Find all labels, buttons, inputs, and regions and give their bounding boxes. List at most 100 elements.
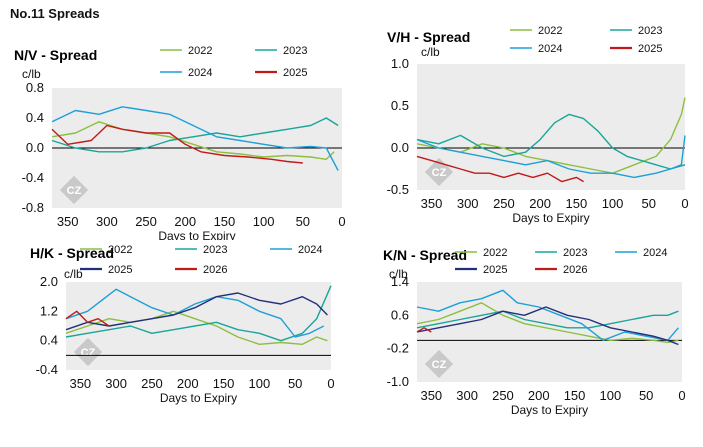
x-tick-label: 300 xyxy=(457,196,479,211)
x-tick-label: 250 xyxy=(493,196,515,211)
series-line-2022 xyxy=(65,310,328,346)
y-tick-label: 0.4 xyxy=(40,333,58,348)
x-axis-label: Days to Expiry xyxy=(511,403,588,417)
series-line-2023 xyxy=(416,113,686,170)
x-tick-label: 50 xyxy=(639,388,653,403)
x-tick-label: 150 xyxy=(565,196,587,211)
y-tick-label: 0.0 xyxy=(391,140,409,155)
chart-title: K/N - Spread xyxy=(383,247,467,263)
legend-label: 2025 xyxy=(283,67,307,79)
x-tick-label: 0 xyxy=(338,214,345,229)
legend-label: 2022 xyxy=(483,247,507,259)
x-tick-label: 50 xyxy=(288,376,302,391)
x-tick-label: 350 xyxy=(69,376,91,391)
legend-label: 2023 xyxy=(563,247,587,259)
legend: 2022 2023 2024 2025 xyxy=(510,25,662,55)
x-axis-label: Days to Expiry xyxy=(158,229,235,240)
chart-nv: CZ 0.8 0.4 0.0 -0.4 -0.8 350 300 250 200 150 100 50 0… xyxy=(14,45,346,240)
series-line-2025 xyxy=(416,155,584,183)
y-tick-label: 1.4 xyxy=(391,274,409,289)
chart-hk: CZ 2.0 1.2 0.4 -0.4 350 300 250 200 150 100 50 0 Days… xyxy=(30,244,335,405)
legend-label: 2022 xyxy=(188,45,212,57)
legend: 2022 2023 2024 2025 2026 xyxy=(80,244,322,276)
y-tick-label: 0.5 xyxy=(391,98,409,113)
x-tick-label: 350 xyxy=(57,214,79,229)
legend-label: 2022 xyxy=(108,244,132,256)
legend-label: 2024 xyxy=(188,67,212,79)
logo-text: CZ xyxy=(81,347,96,359)
x-tick-label: 0 xyxy=(327,376,334,391)
legend-label: 2025 xyxy=(483,264,507,276)
legend-label: 2024 xyxy=(298,244,322,256)
series-line-2023 xyxy=(51,117,339,153)
legend-label: 2025 xyxy=(638,43,662,55)
legend-label: 2023 xyxy=(283,45,307,57)
x-tick-label: 150 xyxy=(213,376,235,391)
x-tick-label: 50 xyxy=(296,214,310,229)
y-tick-label: -0.8 xyxy=(22,200,44,215)
y-tick-label: -1.0 xyxy=(387,374,409,389)
legend-label: 2023 xyxy=(203,244,227,256)
y-tick-label: -0.2 xyxy=(387,341,409,356)
unit-label: c/lb xyxy=(64,267,83,281)
series-line-2024 xyxy=(65,288,325,338)
y-tick-label: 0.0 xyxy=(26,140,44,155)
legend-label: 2026 xyxy=(563,264,587,276)
series-line-2026 xyxy=(416,327,432,333)
y-tick-label: 0.4 xyxy=(26,110,44,125)
y-tick-label: -0.5 xyxy=(387,182,409,197)
logo-text: CZ xyxy=(432,167,447,179)
legend-label: 2024 xyxy=(643,247,667,259)
legend-label: 2023 xyxy=(638,25,662,37)
series-line-2022 xyxy=(416,97,686,174)
x-tick-label: 0 xyxy=(681,196,688,211)
series-line-2025 xyxy=(51,124,303,164)
y-tick-label: 1.2 xyxy=(40,303,58,318)
unit-label: c/lb xyxy=(22,67,41,81)
x-tick-label: 200 xyxy=(529,196,551,211)
x-tick-label: 250 xyxy=(141,376,163,391)
x-axis-label: Days to Expiry xyxy=(160,391,237,405)
y-tick-label: 0.8 xyxy=(26,80,44,95)
legend-label: 2024 xyxy=(538,43,562,55)
chart-title: N/V - Spread xyxy=(14,47,97,63)
series-line-2023 xyxy=(65,285,332,342)
series-line-2024 xyxy=(416,135,686,179)
series-line-2022 xyxy=(51,121,335,161)
x-tick-label: 100 xyxy=(249,376,271,391)
x-tick-label: 200 xyxy=(174,214,196,229)
x-tick-label: 150 xyxy=(564,388,586,403)
logo-text: CZ xyxy=(67,185,82,197)
series-line-2022 xyxy=(416,302,679,344)
x-tick-label: 350 xyxy=(420,388,442,403)
x-tick-label: 150 xyxy=(214,214,236,229)
y-tick-label: 0.6 xyxy=(391,307,409,322)
x-tick-label: 100 xyxy=(253,214,275,229)
legend-label: 2022 xyxy=(538,25,562,37)
x-tick-label: 200 xyxy=(528,388,550,403)
x-axis-label: Days to Expiry xyxy=(512,211,589,225)
y-tick-label: -0.4 xyxy=(22,170,44,185)
series-line-2023 xyxy=(416,310,679,329)
page-title: No.11 Spreads xyxy=(10,6,100,21)
x-tick-label: 50 xyxy=(642,196,656,211)
plot-area xyxy=(417,282,682,382)
series-line-2025 xyxy=(65,292,328,331)
legend-label: 2025 xyxy=(108,264,132,276)
x-tick-label: 250 xyxy=(492,388,514,403)
unit-label: c/lb xyxy=(389,267,408,281)
series-line-2024 xyxy=(416,289,679,342)
logo-text: CZ xyxy=(432,359,447,371)
x-tick-label: 300 xyxy=(456,388,478,403)
x-tick-label: 0 xyxy=(678,388,685,403)
series-line-2025 xyxy=(416,306,679,346)
x-tick-label: 350 xyxy=(421,196,443,211)
x-tick-label: 200 xyxy=(177,376,199,391)
legend: 2022 2023 2024 2025 2026 xyxy=(455,247,667,276)
unit-label: c/lb xyxy=(421,45,440,59)
x-tick-label: 250 xyxy=(135,214,157,229)
y-tick-label: 2.0 xyxy=(40,274,58,289)
chart-title: H/K - Spread xyxy=(30,245,114,261)
legend-label: 2026 xyxy=(203,264,227,276)
